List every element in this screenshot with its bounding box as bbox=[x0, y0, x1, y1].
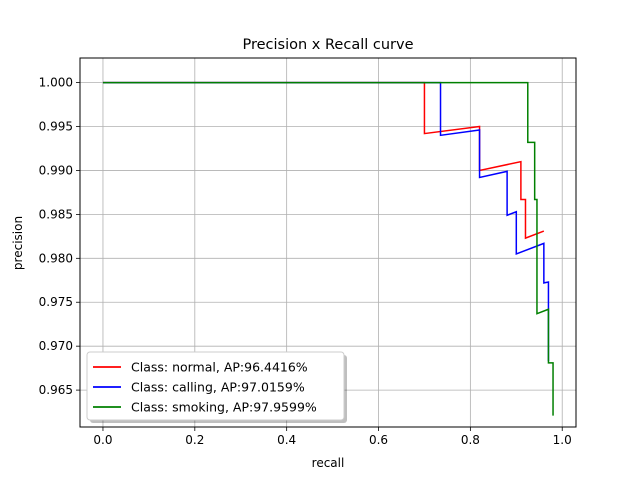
series-line-1 bbox=[102, 81, 545, 240]
legend-label-1: Class: normal, AP:96.4416% bbox=[131, 360, 308, 375]
series-line-2 bbox=[102, 81, 550, 362]
y-tick-label: 0.970 bbox=[39, 339, 73, 353]
y-axis-ticks: 0.965 0.970 0.975 0.980 0.985 0.990 0.995 1.000 bbox=[39, 76, 80, 397]
x-tick-label: 0.2 bbox=[185, 433, 204, 447]
series-line-3 bbox=[102, 81, 554, 416]
x-axis-ticks: 0.0 0.2 0.4 0.6 0.8 1.0 bbox=[93, 427, 572, 447]
x-tick-label: 0.6 bbox=[369, 433, 388, 447]
legend-box bbox=[86, 351, 345, 421]
x-tick-label: 1.0 bbox=[553, 433, 572, 447]
y-tick-label: 0.995 bbox=[39, 120, 73, 134]
x-tick-label: 0.8 bbox=[461, 433, 480, 447]
y-tick-label: 0.990 bbox=[39, 163, 73, 177]
y-tick-label: 1.000 bbox=[39, 76, 73, 90]
y-tick-label: 0.985 bbox=[39, 207, 73, 221]
legend-label-3: Class: smoking, AP:97.9599% bbox=[131, 400, 317, 415]
legend: Class: normal, AP:96.4416% Class: calling… bbox=[86, 351, 347, 423]
x-tick-label: 0.4 bbox=[277, 433, 296, 447]
chart-title: Precision x Recall curve bbox=[243, 37, 414, 53]
legend-items: Class: normal, AP:96.4416% Class: calling… bbox=[93, 360, 317, 415]
x-tick-label: 0.0 bbox=[93, 433, 112, 447]
series-lines bbox=[102, 81, 554, 416]
legend-label-2: Class: calling, AP:97.0159% bbox=[131, 380, 305, 395]
y-axis-label: precision bbox=[11, 216, 25, 270]
y-tick-label: 0.965 bbox=[39, 383, 73, 397]
y-tick-label: 0.975 bbox=[39, 295, 73, 309]
plot-area-frame bbox=[79, 57, 577, 428]
y-tick-label: 0.980 bbox=[39, 251, 73, 265]
x-axis-label: recall bbox=[312, 456, 345, 470]
